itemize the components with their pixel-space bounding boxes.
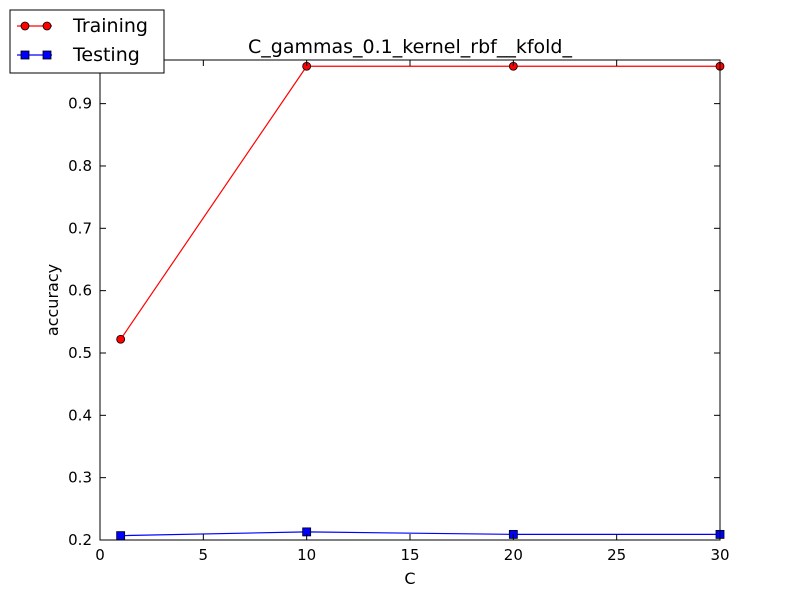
legend: Training Testing — [9, 9, 165, 74]
x-tick-label: 25 — [607, 546, 626, 564]
x-tick-label: 0 — [95, 546, 105, 564]
y-tick-label: 0.6 — [68, 282, 92, 300]
y-tick-label: 0.2 — [68, 531, 92, 549]
legend-testing-label: Testing — [72, 44, 140, 66]
y-tick-label: 0.5 — [68, 344, 92, 362]
y-tick-label: 0.9 — [68, 95, 92, 113]
legend-training-marker-right — [42, 21, 52, 31]
legend-testing-marker-right — [42, 50, 52, 60]
x-tick-label: 30 — [710, 546, 729, 564]
y-tick-label: 0.4 — [68, 406, 92, 424]
legend-training-label: Training — [72, 15, 148, 37]
x-tick-label: 10 — [297, 546, 316, 564]
legend-box — [9, 9, 165, 74]
data-point-testing — [116, 531, 126, 541]
x-axis-label: C — [404, 569, 415, 588]
y-tick-label: 0.8 — [68, 157, 92, 175]
y-tick-label: 0.7 — [68, 219, 92, 237]
legend-training-marker-left — [20, 21, 30, 31]
axis-ticks: 0 5 10 15 20 25 30 0.2 0.3 0.4 0.5 0.6 0.7 0.8 0.9 — [68, 60, 730, 564]
y-tick-label: 0.3 — [68, 469, 92, 487]
x-tick-label: 5 — [199, 546, 209, 564]
x-tick-label: 15 — [400, 546, 419, 564]
y-axis-label: accuracy — [43, 264, 62, 336]
chart-title: C_gammas_0.1_kernel_rbf__kfold_ — [248, 36, 572, 58]
legend-testing-marker-left — [20, 50, 30, 60]
series-line-training — [120, 65, 720, 340]
x-tick-label: 20 — [504, 546, 523, 564]
data-point-training — [116, 334, 126, 344]
